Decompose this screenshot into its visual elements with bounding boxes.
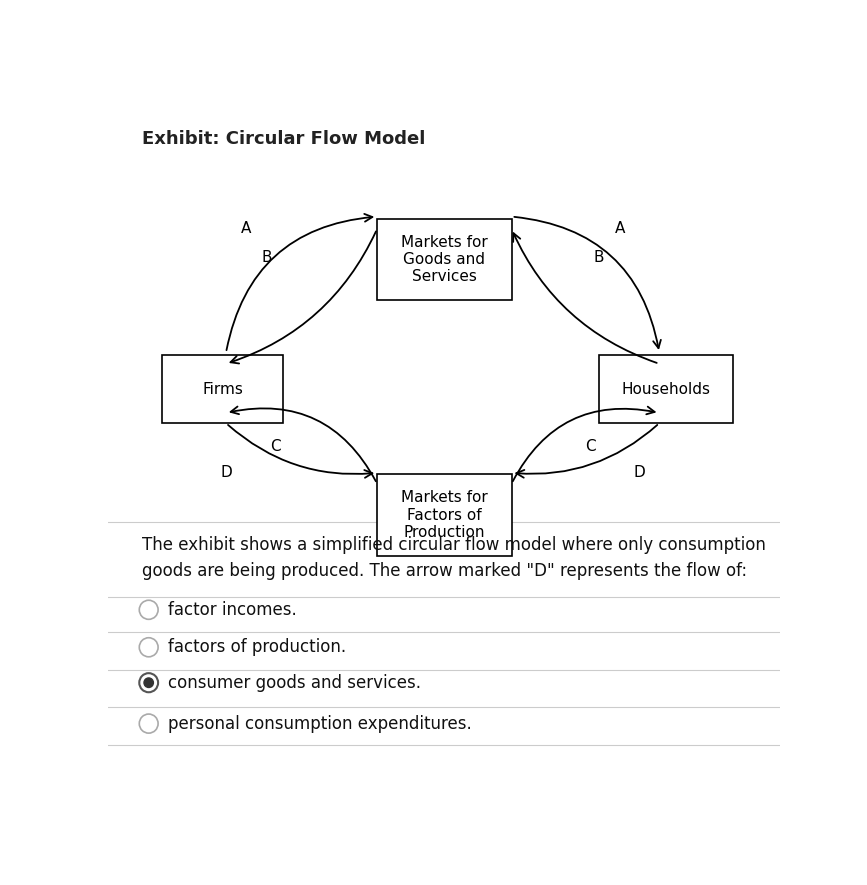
Text: A: A [616, 221, 626, 236]
Text: B: B [594, 250, 604, 265]
FancyArrowPatch shape [513, 234, 656, 363]
FancyArrowPatch shape [226, 214, 372, 350]
Text: Households: Households [622, 381, 711, 396]
FancyArrowPatch shape [231, 231, 376, 364]
FancyArrowPatch shape [228, 425, 372, 478]
FancyArrowPatch shape [517, 425, 657, 478]
Text: Markets for
Goods and
Services: Markets for Goods and Services [401, 235, 488, 284]
Text: The exhibit shows a simplified circular flow model where only consumption
goods : The exhibit shows a simplified circular … [142, 535, 766, 580]
Text: A: A [241, 221, 251, 236]
Text: Exhibit: Circular Flow Model: Exhibit: Circular Flow Model [142, 130, 426, 148]
Text: consumer goods and services.: consumer goods and services. [167, 673, 420, 692]
Text: factor incomes.: factor incomes. [167, 601, 297, 619]
Text: Markets for
Factors of
Production: Markets for Factors of Production [401, 490, 488, 540]
Circle shape [144, 678, 153, 688]
Text: C: C [270, 440, 280, 454]
FancyBboxPatch shape [377, 474, 512, 556]
Text: Firms: Firms [202, 381, 243, 396]
Text: C: C [585, 440, 596, 454]
FancyBboxPatch shape [599, 355, 733, 423]
Text: B: B [261, 250, 271, 265]
FancyBboxPatch shape [377, 219, 512, 300]
Text: D: D [633, 466, 645, 481]
Text: D: D [220, 466, 231, 481]
FancyArrowPatch shape [514, 217, 661, 348]
FancyArrowPatch shape [512, 406, 655, 481]
Text: factors of production.: factors of production. [167, 638, 346, 657]
FancyBboxPatch shape [162, 355, 284, 423]
Text: personal consumption expenditures.: personal consumption expenditures. [167, 714, 472, 733]
FancyArrowPatch shape [231, 406, 375, 481]
